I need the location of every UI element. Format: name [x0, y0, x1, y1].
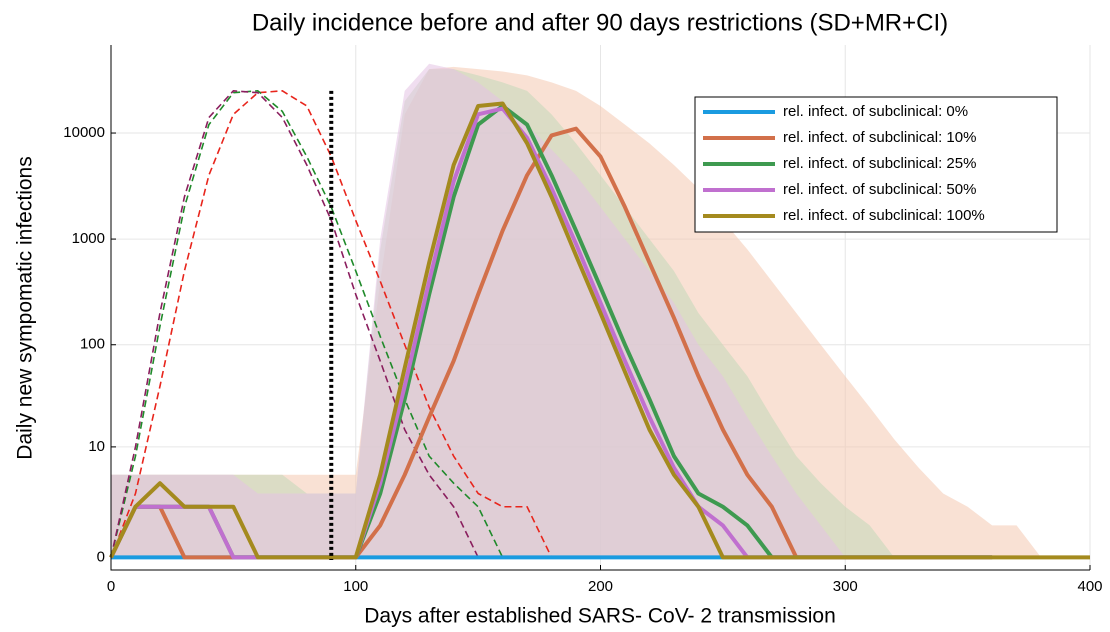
legend-label: rel. infect. of subclinical: 100%	[783, 207, 985, 224]
line	[109, 101, 1090, 560]
x-tick-label: 200	[588, 578, 613, 595]
chart-title: Daily incidence before and after 90 days…	[252, 9, 948, 36]
y-tick-label: 10000	[63, 124, 105, 141]
dashed-line	[110, 90, 504, 558]
dashed-line	[110, 90, 479, 558]
legend-label: rel. infect. of subclinical: 50%	[783, 181, 976, 198]
x-tick-label: 100	[343, 578, 368, 595]
y-tick-label: 0	[97, 548, 105, 565]
y-tick-label: 1000	[72, 230, 105, 247]
legend-label: rel. infect. of subclinical: 10%	[783, 129, 976, 146]
x-tick-label: 0	[107, 578, 115, 595]
y-axis-label: Daily new sympomatic infections	[14, 156, 37, 459]
legend-label: rel. infect. of subclinical: 25%	[783, 155, 976, 172]
y-tick-label: 10	[88, 438, 105, 455]
x-tick-label: 300	[833, 578, 858, 595]
y-tick-label: 100	[80, 336, 105, 353]
axes-frame	[110, 45, 1090, 571]
x-tick-label: 400	[1077, 578, 1102, 595]
dashed-line	[110, 90, 553, 558]
x-axis-label: Days after established SARS- CoV- 2 tran…	[364, 605, 836, 628]
legend-label: rel. infect. of subclinical: 0%	[783, 103, 968, 120]
